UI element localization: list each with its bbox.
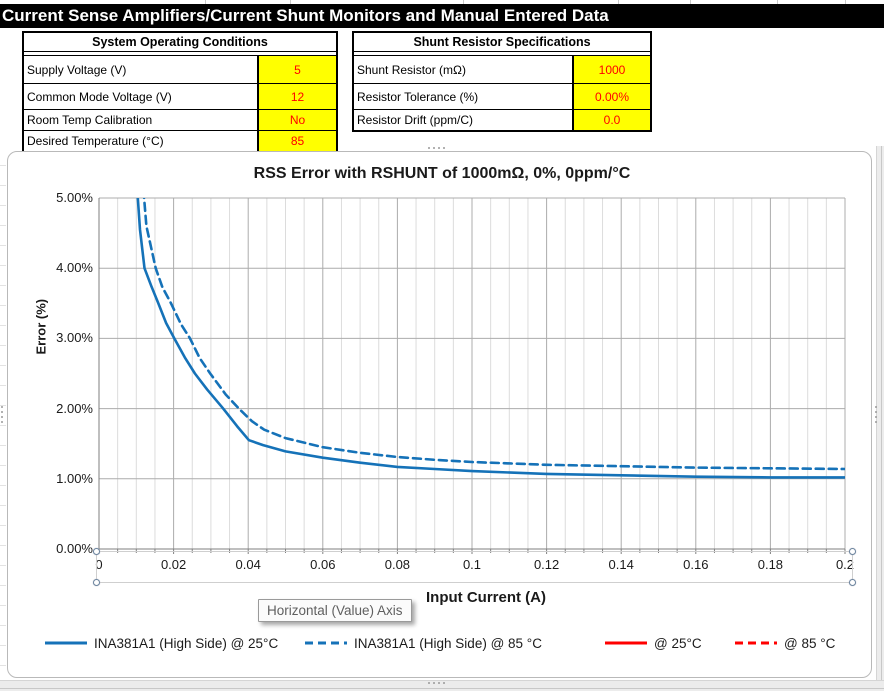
selection-handle-icon[interactable] bbox=[849, 548, 856, 555]
legend-item-4[interactable]: @ 85 °C bbox=[734, 634, 835, 652]
chart-object[interactable] bbox=[7, 151, 872, 678]
x-tick-label[interactable]: 0.04 bbox=[235, 557, 261, 572]
input-cell[interactable]: 12 bbox=[257, 84, 336, 109]
legend-line-sample-icon bbox=[45, 641, 87, 645]
input-cell[interactable]: 5 bbox=[257, 56, 336, 83]
y-tick-label[interactable]: 4.00% bbox=[56, 260, 93, 276]
table-row: Common Mode Voltage (V) 12 bbox=[24, 83, 336, 109]
table-row: Shunt Resistor (mΩ) 1000 bbox=[354, 56, 650, 83]
row-label: Room Temp Calibration bbox=[27, 113, 153, 127]
table-row: Resistor Drift (ppm/C) 0.0 bbox=[354, 109, 650, 130]
x-tick-label[interactable]: 0.06 bbox=[310, 557, 336, 572]
legend-label: @ 25°C bbox=[654, 635, 702, 651]
axis-tooltip: Horizontal (Value) Axis bbox=[258, 599, 412, 622]
series-line-ina381a1-high-side-85-c[interactable] bbox=[142, 177, 845, 471]
legend-label: INA381A1 (High Side) @ 85 °C bbox=[354, 635, 542, 651]
chart-drag-handle-left[interactable] bbox=[1, 406, 3, 423]
column-gridline bbox=[777, 0, 778, 4]
table-rows: Supply Voltage (V) 5 Common Mode Voltage (… bbox=[24, 56, 336, 151]
x-tick-label[interactable]: 0.02 bbox=[160, 557, 187, 572]
table-row: Desired Temperature (°C) 85 bbox=[24, 130, 336, 151]
y-tick-label[interactable]: 3.00% bbox=[56, 330, 93, 346]
legend-label: INA381A1 (High Side) @ 25°C bbox=[94, 635, 279, 651]
row-label: Supply Voltage (V) bbox=[27, 62, 127, 77]
x-tick-label[interactable]: 0.1 bbox=[462, 557, 482, 572]
legend-line-sample-icon bbox=[735, 641, 777, 645]
table-rows: Shunt Resistor (mΩ) 1000 Resistor Toleranc… bbox=[354, 56, 650, 130]
chart-drag-handle-right[interactable] bbox=[875, 406, 877, 423]
table-spacer bbox=[354, 52, 650, 56]
x-tick-label[interactable]: 0 bbox=[95, 557, 103, 572]
worksheet-left-gridline-strip bbox=[0, 146, 6, 680]
shunt-resistor-specifications-table: Shunt Resistor Specifications Shunt Resi… bbox=[352, 31, 652, 132]
worksheet-top-gridline-strip bbox=[0, 0, 884, 4]
chart-drag-handle-top[interactable] bbox=[428, 147, 445, 149]
chart-drag-handle-bottom[interactable] bbox=[428, 682, 445, 684]
input-cell[interactable]: 1000 bbox=[572, 56, 650, 83]
legend-label: @ 85 °C bbox=[784, 635, 836, 651]
x-tick-label[interactable]: 0.08 bbox=[384, 557, 411, 572]
selection-handle-icon[interactable] bbox=[849, 579, 856, 586]
column-gridline bbox=[845, 0, 846, 4]
input-cell[interactable]: 0.0 bbox=[572, 110, 650, 130]
y-tick-label[interactable]: 0.00% bbox=[56, 541, 93, 556]
input-cell[interactable]: No bbox=[257, 110, 336, 130]
table-row: Supply Voltage (V) 5 bbox=[24, 56, 336, 83]
legend-line-sample-icon bbox=[305, 641, 347, 645]
column-gridline bbox=[205, 0, 206, 4]
worksheet-right-strip bbox=[876, 146, 884, 691]
row-label: Shunt Resistor (mΩ) bbox=[357, 62, 466, 77]
selection-handle-icon[interactable] bbox=[93, 548, 100, 555]
x-tick-label[interactable]: 0.2 bbox=[835, 557, 855, 572]
table-row: Room Temp Calibration No bbox=[24, 109, 336, 130]
chart-title[interactable]: RSS Error with RSHUNT of 1000mΩ, 0%, 0pp… bbox=[253, 165, 631, 182]
y-tick-label[interactable]: 1.00% bbox=[56, 470, 93, 486]
row-label: Common Mode Voltage (V) bbox=[27, 89, 172, 104]
column-gridline bbox=[690, 0, 691, 4]
x-tick-label[interactable]: 0.14 bbox=[608, 557, 634, 572]
column-gridline bbox=[463, 0, 464, 4]
table-title: Shunt Resistor Specifications bbox=[354, 33, 650, 52]
worksheet-bottom-strip bbox=[0, 680, 884, 691]
x-tick-label[interactable]: 0.16 bbox=[683, 557, 709, 572]
legend-line-sample-icon bbox=[605, 641, 647, 645]
page-title: Current Sense Amplifiers/Current Shunt M… bbox=[0, 4, 884, 28]
table-row: Resistor Tolerance (%) 0.00% bbox=[354, 83, 650, 109]
x-axis-selection-box[interactable] bbox=[96, 551, 853, 583]
legend-item-2[interactable]: INA381A1 (High Side) @ 85 °C bbox=[304, 634, 542, 652]
legend-item-3[interactable]: @ 25°C bbox=[604, 634, 702, 652]
column-gridline bbox=[618, 0, 619, 4]
table-title: System Operating Conditions bbox=[24, 33, 336, 52]
x-tick-label[interactable]: 0.12 bbox=[533, 557, 560, 572]
legend-item-1[interactable]: INA381A1 (High Side) @ 25°C bbox=[44, 634, 278, 652]
column-gridline bbox=[290, 0, 291, 4]
y-tick-label[interactable]: 5.00% bbox=[56, 190, 93, 205]
selection-handle-icon[interactable] bbox=[93, 579, 100, 586]
row-label: Resistor Drift (ppm/C) bbox=[357, 113, 474, 127]
row-label: Desired Temperature (°C) bbox=[27, 134, 164, 148]
row-label: Resistor Tolerance (%) bbox=[357, 89, 479, 104]
x-axis-title[interactable]: Input Current (A) bbox=[426, 589, 546, 606]
input-cell[interactable]: 85 bbox=[257, 131, 336, 151]
input-cell[interactable]: 0.00% bbox=[572, 84, 650, 109]
y-tick-label[interactable]: 2.00% bbox=[56, 400, 93, 416]
series-line-ina381a1-high-side-25-c[interactable] bbox=[136, 177, 845, 479]
x-tick-label[interactable]: 0.18 bbox=[757, 557, 784, 572]
table-spacer bbox=[24, 52, 336, 56]
